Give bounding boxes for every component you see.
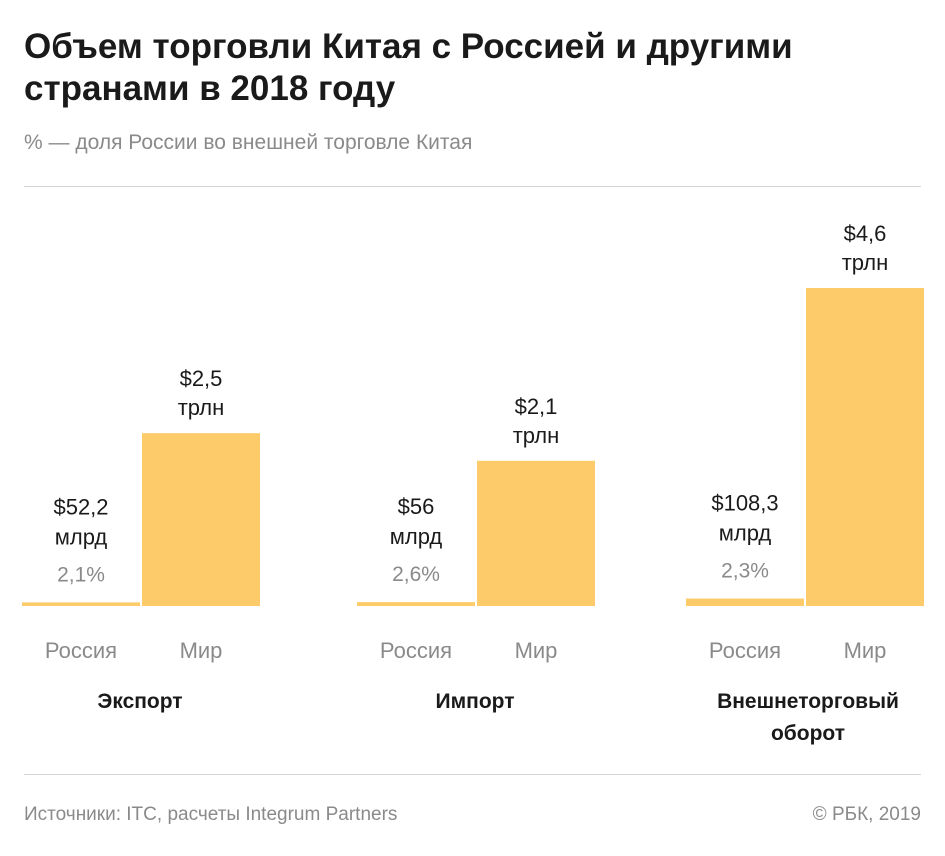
bar-russia bbox=[357, 602, 475, 606]
bar-world bbox=[477, 460, 595, 606]
group-label: Внешнеторговый bbox=[717, 690, 899, 713]
top-divider bbox=[24, 186, 921, 187]
category-label: Мир bbox=[180, 638, 223, 663]
value-label-unit: трлн bbox=[178, 395, 225, 420]
copyright-credit: © РБК, 2019 bbox=[812, 804, 921, 825]
value-label: $52,2 bbox=[53, 494, 108, 519]
value-label: $56 bbox=[398, 494, 435, 519]
share-label: 2,3% bbox=[721, 560, 769, 583]
value-label-unit: млрд bbox=[390, 524, 443, 549]
bar-russia bbox=[686, 598, 804, 606]
chart-subtitle: % — доля России во внешней торговле Кита… bbox=[24, 131, 473, 154]
bottom-divider bbox=[24, 774, 921, 775]
value-label: $2,5 bbox=[180, 366, 223, 391]
category-label: Россия bbox=[709, 638, 781, 663]
value-label-unit: млрд bbox=[719, 521, 772, 546]
bar-world bbox=[142, 433, 260, 606]
share-label: 2,1% bbox=[57, 563, 105, 586]
value-label: $4,6 bbox=[844, 221, 887, 246]
value-label: $2,1 bbox=[515, 394, 558, 419]
category-label: Мир bbox=[844, 638, 887, 663]
value-label-unit: трлн bbox=[842, 250, 889, 275]
value-label: $108,3 bbox=[711, 491, 778, 516]
source-note: Источники: ITC, расчеты Integrum Partner… bbox=[24, 804, 398, 825]
bar-russia bbox=[22, 602, 140, 606]
value-label-unit: трлн bbox=[513, 423, 560, 448]
value-label-unit: млрд bbox=[55, 524, 108, 549]
category-label: Россия bbox=[45, 638, 117, 663]
group-label: оборот bbox=[771, 722, 845, 745]
share-label: 2,6% bbox=[392, 563, 440, 586]
group-label: Экспорт bbox=[97, 690, 182, 713]
group-label: Импорт bbox=[436, 690, 515, 713]
bar-world bbox=[806, 288, 924, 606]
category-label: Мир bbox=[515, 638, 558, 663]
chart-title: Объем торговли Китая с Россией и другими… bbox=[24, 27, 793, 108]
category-label: Россия bbox=[380, 638, 452, 663]
